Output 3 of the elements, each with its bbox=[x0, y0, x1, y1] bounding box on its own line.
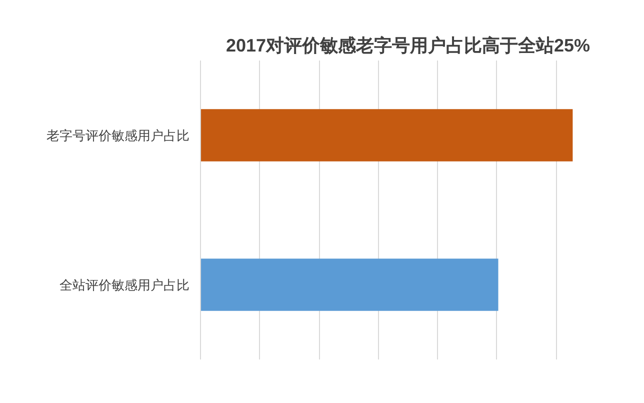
y-tick-label: 全站评价敏感用户占比 bbox=[60, 277, 190, 292]
y-tick-label: 老字号评价敏感用户占比 bbox=[46, 128, 190, 143]
chart-title: 2017对评价敏感老字号用户占比高于全站25% bbox=[226, 36, 590, 56]
